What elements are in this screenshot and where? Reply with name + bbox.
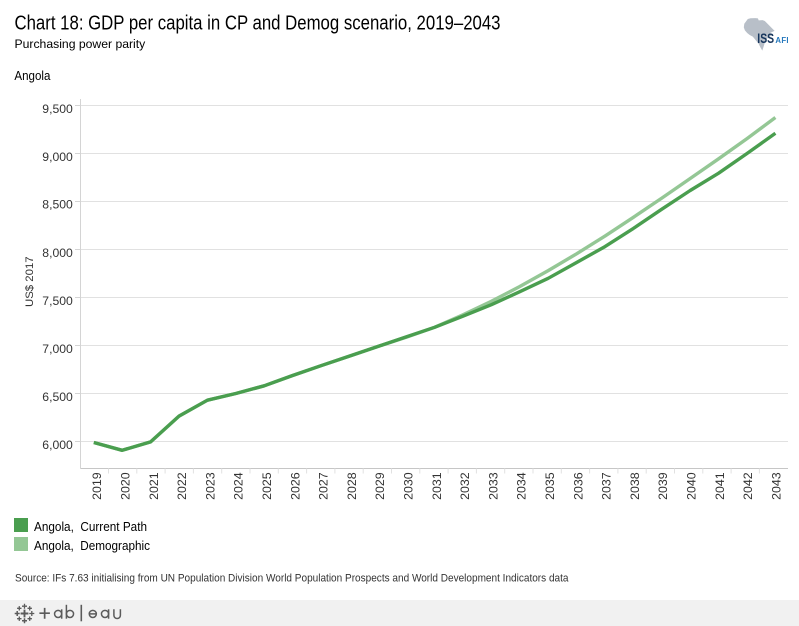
svg-text:2029: 2029 <box>373 472 387 500</box>
svg-text:ISS: ISS <box>757 31 774 47</box>
svg-text:2027: 2027 <box>317 472 331 500</box>
svg-text:Purchasing power parity: Purchasing power parity <box>15 37 147 51</box>
svg-text:2019: 2019 <box>90 472 104 500</box>
svg-text:2041: 2041 <box>713 472 727 500</box>
svg-text:2034: 2034 <box>515 472 529 500</box>
svg-text:7,500: 7,500 <box>42 294 73 308</box>
svg-text:Angola, Current Path: Angola, Current Path <box>34 519 147 534</box>
svg-text:2032: 2032 <box>458 472 472 500</box>
svg-text:2038: 2038 <box>628 472 642 500</box>
svg-text:6,000: 6,000 <box>42 438 73 452</box>
svg-text:2023: 2023 <box>203 472 217 500</box>
svg-text:2036: 2036 <box>571 472 585 500</box>
svg-text:Source: IFs 7.63 initialising: Source: IFs 7.63 initialising from UN Po… <box>15 573 569 585</box>
svg-text:2037: 2037 <box>600 472 614 500</box>
svg-text:2043: 2043 <box>769 472 783 500</box>
svg-text:2024: 2024 <box>232 472 246 500</box>
svg-text:2021: 2021 <box>147 472 161 500</box>
svg-text:Chart 18: GDP per capita in CP: Chart 18: GDP per capita in CP and Demog… <box>15 13 501 35</box>
svg-text:US$ 2017: US$ 2017 <box>24 256 36 307</box>
svg-text:9,000: 9,000 <box>42 150 73 164</box>
svg-text:2035: 2035 <box>543 472 557 500</box>
svg-text:2039: 2039 <box>656 472 670 500</box>
svg-text:2026: 2026 <box>288 472 302 500</box>
svg-text:Angola, Demographic: Angola, Demographic <box>34 538 150 553</box>
svg-text:AFRICA: AFRICA <box>775 36 799 45</box>
svg-text:9,500: 9,500 <box>42 102 73 116</box>
svg-text:6,500: 6,500 <box>42 390 73 404</box>
svg-text:2028: 2028 <box>345 472 359 500</box>
svg-text:2031: 2031 <box>430 472 444 500</box>
svg-text:7,000: 7,000 <box>42 342 73 356</box>
svg-text:2022: 2022 <box>175 472 189 500</box>
svg-text:2020: 2020 <box>119 472 133 500</box>
svg-text:2033: 2033 <box>486 472 500 500</box>
svg-text:2030: 2030 <box>402 472 416 500</box>
svg-text:8,500: 8,500 <box>42 197 73 211</box>
svg-text:Angola: Angola <box>14 68 51 83</box>
svg-text:2025: 2025 <box>260 472 274 500</box>
svg-text:2042: 2042 <box>741 472 755 500</box>
svg-text:2040: 2040 <box>685 472 699 500</box>
svg-text:8,000: 8,000 <box>42 246 73 260</box>
